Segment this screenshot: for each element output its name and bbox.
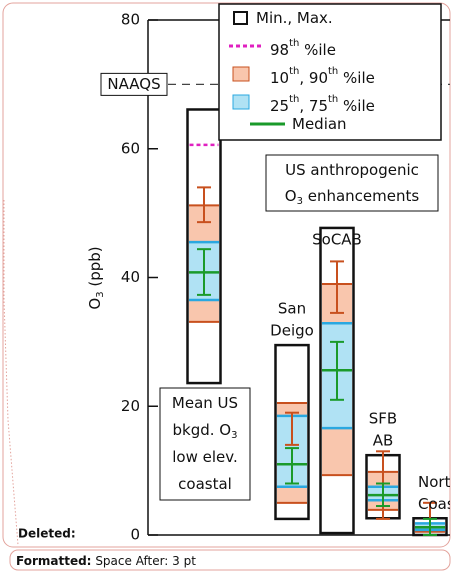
region-label: AB: [373, 432, 394, 450]
region-label: Coas: [418, 495, 454, 513]
label: Min., Max.: [256, 9, 333, 27]
text-part: 25: [270, 97, 289, 115]
superscript: th: [328, 94, 338, 105]
label: Median: [292, 115, 347, 133]
label: 25th, 75th %ile: [270, 94, 375, 115]
label: 98th %ile: [270, 38, 336, 59]
text-part: bkgd. O: [173, 421, 232, 439]
superscript: th: [328, 66, 338, 77]
y-tick-label: 20: [121, 397, 140, 415]
text-part: 10: [270, 69, 289, 87]
connector: [4, 200, 18, 545]
y-tick-label: 80: [121, 11, 140, 29]
region-label: Deigo: [270, 322, 314, 340]
region-label: San: [278, 300, 306, 318]
text-part: O: [285, 187, 297, 205]
y-tick-label: 0: [130, 526, 140, 544]
text-part: low elev.: [172, 448, 238, 466]
text-part: %ile: [338, 69, 375, 87]
superscript: th: [289, 66, 299, 77]
text-part: , 75: [299, 97, 328, 115]
text-part: coastal: [178, 475, 232, 493]
text-part: enhancements: [303, 187, 419, 205]
formatted-comment: Formatted: Space After: 3 pt: [16, 554, 196, 568]
label: O3 (ppb): [86, 246, 107, 309]
y-unit: (ppb): [86, 246, 104, 291]
label: US anthropogenic: [285, 161, 419, 179]
deleted-label: Deleted:: [18, 527, 76, 541]
y-tick-label: 40: [121, 268, 140, 286]
label: 10th, 90th %ile: [270, 66, 375, 87]
formatted-text: Space After: 3 pt: [95, 554, 196, 568]
text-part: %ile: [299, 41, 336, 59]
subscript: 3: [231, 430, 237, 441]
text-part: O: [86, 298, 104, 310]
y-tick-label: 60: [121, 139, 140, 157]
text-part: Min., Max.: [256, 9, 333, 27]
region-label: SoCAB: [312, 230, 362, 248]
region-label: Nort: [418, 473, 451, 491]
superscript: th: [289, 38, 299, 49]
label: bkgd. O3: [173, 421, 238, 442]
text-part: 98: [270, 41, 289, 59]
text-part: , 90: [299, 69, 328, 87]
text-part: Mean US: [172, 394, 238, 412]
label: coastal: [178, 475, 232, 493]
label: low elev.: [172, 448, 238, 466]
region-label: SFB: [369, 410, 397, 428]
text-part: %ile: [338, 97, 375, 115]
label: Mean US: [172, 394, 238, 412]
text-part: Median: [292, 115, 347, 133]
naaqs-label: NAAQS: [107, 75, 160, 93]
text-part: US anthropogenic: [285, 161, 419, 179]
legend-symbol: [233, 67, 249, 81]
superscript: th: [289, 94, 299, 105]
formatted-label: Formatted:: [16, 554, 91, 568]
label: O3 enhancements: [285, 187, 420, 208]
legend-symbol: [234, 12, 247, 24]
legend-symbol: [233, 95, 249, 109]
